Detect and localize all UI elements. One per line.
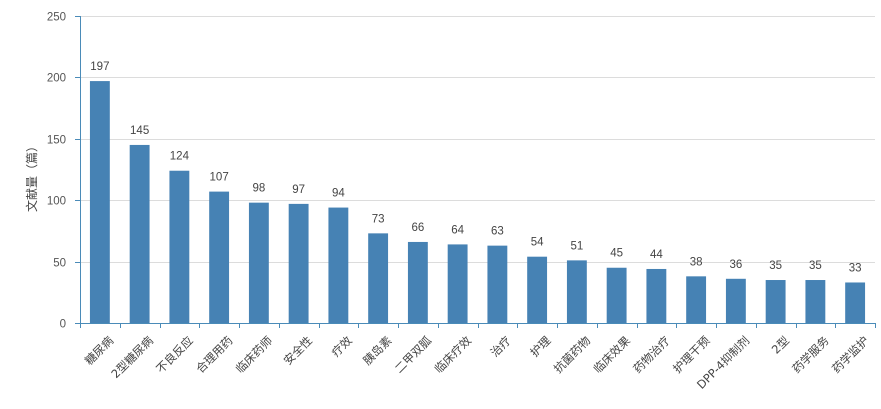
y-tick-label: 0 xyxy=(60,319,66,331)
bar xyxy=(845,282,866,323)
data-label: 35 xyxy=(769,260,782,272)
data-label: 124 xyxy=(170,151,190,163)
x-tick-label: 护理 xyxy=(527,333,554,360)
data-label: 35 xyxy=(809,260,822,272)
x-tick-label: 安全性 xyxy=(281,333,315,367)
x-tick-label: 糖尿病 xyxy=(82,333,117,368)
data-label: 45 xyxy=(610,248,623,260)
data-label: 36 xyxy=(729,259,742,271)
y-tick-label: 150 xyxy=(47,135,66,147)
bar xyxy=(606,267,627,323)
bar xyxy=(407,241,428,323)
bar xyxy=(328,207,349,323)
data-labels: 197 145 124 107 98 97 94 73 66 64 63 54 51 45 44 38 36 35… xyxy=(90,61,861,274)
x-tick-label: 临床疗效 xyxy=(432,333,475,376)
data-label: 98 xyxy=(252,183,265,195)
y-tick-label: 250 xyxy=(47,12,66,24)
data-label: 66 xyxy=(411,222,424,234)
x-tick-label: 不良反应 xyxy=(153,333,195,375)
y-tick-label: 100 xyxy=(47,196,66,208)
data-label: 94 xyxy=(332,188,345,200)
bar xyxy=(209,191,230,323)
data-label: 38 xyxy=(690,256,703,268)
bar xyxy=(686,276,707,323)
bar xyxy=(646,268,667,323)
data-label: 44 xyxy=(650,249,663,261)
bar xyxy=(288,203,309,323)
data-label: 33 xyxy=(849,262,862,274)
bar xyxy=(725,278,746,323)
data-label: 54 xyxy=(531,237,544,249)
grid-lines xyxy=(75,16,876,328)
bar xyxy=(248,202,269,323)
data-label: 63 xyxy=(491,226,504,238)
data-label: 197 xyxy=(90,61,109,73)
bar xyxy=(447,244,468,323)
x-tick-label: 临床效果 xyxy=(591,333,634,376)
axes xyxy=(80,16,875,324)
bar xyxy=(89,81,110,323)
x-tick-label: 临床药师 xyxy=(233,333,275,375)
y-tick-label: 50 xyxy=(53,258,66,270)
bar xyxy=(129,144,150,323)
x-tick-label: 二甲双胍 xyxy=(392,333,435,376)
x-tick-label: 合理用药 xyxy=(193,333,235,375)
x-tick-label: 药学服务 xyxy=(789,333,832,376)
y-tick-label: 200 xyxy=(47,73,66,85)
data-label: 51 xyxy=(570,240,583,252)
data-label: 97 xyxy=(292,184,305,196)
bars xyxy=(89,81,866,323)
bar xyxy=(527,256,548,323)
bar xyxy=(805,280,826,323)
x-tick-label: 治疗 xyxy=(488,333,514,359)
y-tick-labels: 0 50 100 150 200 250 xyxy=(47,12,66,331)
data-label: 64 xyxy=(451,224,464,236)
x-tick-label: 2型 xyxy=(769,333,792,356)
x-tick-label: 药学监护 xyxy=(829,333,871,375)
x-tick-label: 2型糖尿病 xyxy=(108,333,156,381)
bar xyxy=(169,170,190,323)
bar xyxy=(487,245,508,323)
data-label: 107 xyxy=(210,172,229,184)
data-label: 73 xyxy=(372,213,385,225)
y-axis-label: 文献量（篇） xyxy=(24,140,39,212)
x-tick-label: 药物治疗 xyxy=(630,333,672,375)
data-label: 145 xyxy=(130,125,149,137)
bar xyxy=(765,280,786,323)
bar xyxy=(368,233,389,323)
x-tick-label: 胰岛素 xyxy=(360,333,394,367)
bar xyxy=(566,260,587,323)
x-tick-label: 疗效 xyxy=(329,333,356,360)
x-tick-label: 抗菌药物 xyxy=(551,333,593,375)
